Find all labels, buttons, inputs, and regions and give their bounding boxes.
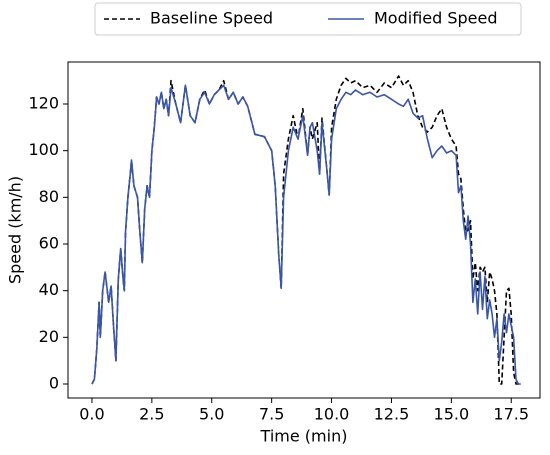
x-tick-label: 17.5	[493, 405, 529, 424]
line	[91, 84, 521, 385]
plot-frame	[67, 61, 541, 399]
legend-label: Baseline Speed	[150, 9, 273, 28]
line	[91, 75, 521, 385]
y-tick-label: 120	[28, 94, 59, 113]
y-tick-label: 20	[39, 327, 59, 346]
x-tick-label: 0.0	[79, 405, 104, 424]
x-tick-label: 15.0	[434, 405, 470, 424]
y-tick-label: 40	[39, 280, 59, 299]
x-tick-label: 2.5	[139, 405, 164, 424]
x-tick-label: 7.5	[259, 405, 284, 424]
legend-box	[94, 2, 522, 36]
y-tick-label: 0	[49, 374, 59, 393]
y-tick-label: 80	[39, 187, 59, 206]
x-tick-label: 12.5	[374, 405, 410, 424]
legend-label: Modified Speed	[374, 9, 498, 28]
y-axis-label: Speed (km/h)	[6, 176, 25, 284]
y-tick-label: 60	[39, 234, 59, 253]
x-tick-label: 10.0	[314, 405, 350, 424]
y-tick-label: 100	[28, 140, 59, 159]
x-tick-label: 5.0	[199, 405, 224, 424]
x-axis-label: Time (min)	[260, 427, 348, 446]
